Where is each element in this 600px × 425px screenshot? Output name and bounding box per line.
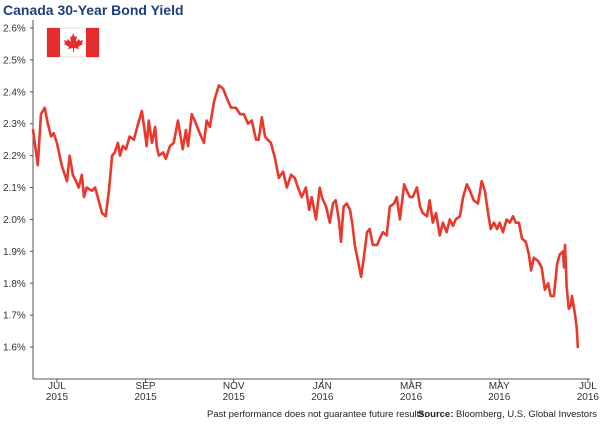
x-tick-label: JAN 2016 (311, 381, 334, 403)
y-tick-label: 1.7% (3, 311, 26, 322)
yield-line (31, 84, 580, 349)
y-tick-label: 2.1% (3, 183, 26, 194)
y-tick-label: 2.6% (3, 23, 26, 34)
y-tick-label: 2.2% (3, 151, 26, 162)
source-label: Source: (418, 409, 453, 420)
y-tick-label: 1.8% (3, 279, 26, 290)
x-tick-label: JUL 2015 (46, 381, 69, 403)
y-tick-label: 2.5% (3, 55, 26, 66)
source: Bloomberg, U.S. Global Investors (456, 409, 597, 420)
y-tick-label: 1.9% (3, 247, 26, 258)
x-tick-label: JUL 2016 (577, 381, 600, 403)
chart-title: Canada 30-Year Bond Yield (3, 2, 184, 18)
disclaimer: Past performance does not guarantee futu… (207, 409, 427, 420)
y-tick-label: 1.6% (3, 343, 26, 354)
y-tick-label: 2.3% (3, 119, 26, 130)
canada-flag (46, 27, 100, 58)
y-tick-label: 2.4% (3, 87, 26, 98)
x-tick-label: MAY 2016 (488, 381, 511, 403)
y-tick-label: 2.0% (3, 215, 26, 226)
source-note: Source: Bloomberg, U.S. Global Investors (418, 409, 597, 420)
x-tick-label: MAR 2016 (400, 381, 423, 403)
x-tick-label: SEP 2015 (134, 381, 157, 403)
x-tick-label: NOV 2015 (223, 381, 246, 403)
